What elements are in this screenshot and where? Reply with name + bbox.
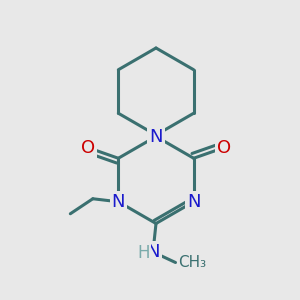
Text: N: N	[149, 128, 163, 146]
Text: O: O	[81, 139, 95, 157]
Text: N: N	[146, 243, 160, 261]
Text: O: O	[217, 139, 231, 157]
Text: N: N	[112, 193, 125, 211]
Text: H: H	[137, 244, 150, 262]
Text: N: N	[187, 193, 200, 211]
Text: CH₃: CH₃	[178, 255, 207, 270]
